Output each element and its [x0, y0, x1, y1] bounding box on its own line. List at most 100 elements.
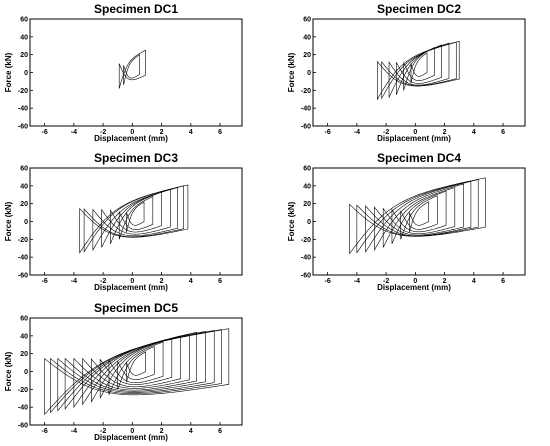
- plot-frame: [29, 18, 243, 127]
- y-axis-label: Force (kN): [4, 351, 13, 391]
- x-tick-label: -6: [42, 278, 48, 285]
- hysteresis-loop-2: [118, 196, 154, 240]
- x-tick-label: -2: [100, 428, 106, 435]
- x-tick-label: -6: [42, 129, 48, 136]
- hysteresis-loop-7: [356, 179, 479, 254]
- hysteresis-loop-2: [400, 195, 438, 240]
- y-tick-label: -60: [301, 273, 311, 280]
- chart-title: Specimen DC1: [94, 2, 178, 16]
- hysteresis-loop-5: [381, 41, 457, 100]
- hysteresis-loop-7: [79, 184, 189, 254]
- y-tick-label: 40: [303, 34, 311, 41]
- chart-title: Specimen DC2: [377, 2, 461, 16]
- x-tick-label: 2: [160, 129, 164, 136]
- y-tick-label: 40: [303, 183, 311, 190]
- x-axis-label: Displacement (mm): [377, 283, 451, 292]
- y-tick-label: 40: [20, 333, 28, 340]
- x-tick-label: 4: [189, 278, 193, 285]
- hysteresis-loop-2: [403, 47, 435, 91]
- y-tick-label: 60: [303, 166, 311, 173]
- x-tick-label: 2: [443, 278, 447, 285]
- y-tick-label: 20: [20, 201, 28, 208]
- y-tick-label: -40: [301, 106, 311, 113]
- x-tick-label: -6: [42, 428, 48, 435]
- y-tick-label: -40: [18, 405, 28, 412]
- y-tick-label: 40: [20, 34, 28, 41]
- x-tick-label: -4: [354, 129, 360, 136]
- x-tick-label: 4: [189, 129, 193, 136]
- y-tick-label: 60: [303, 17, 311, 24]
- x-tick-label: 4: [472, 278, 476, 285]
- x-tick-label: -6: [325, 129, 331, 136]
- y-tick-label: 0: [24, 70, 28, 77]
- x-tick-label: 6: [218, 278, 222, 285]
- x-tick-label: 6: [501, 129, 505, 136]
- hysteresis-loop-11: [44, 328, 230, 416]
- x-tick-label: -6: [325, 278, 331, 285]
- x-tick-label: 4: [472, 129, 476, 136]
- y-tick-label: -60: [18, 273, 28, 280]
- hysteresis-loop-7: [73, 331, 197, 409]
- y-axis-label: Force (kN): [4, 52, 13, 92]
- chart-title: Specimen DC4: [377, 151, 461, 165]
- x-axis-label: Displacement (mm): [94, 134, 168, 143]
- x-tick-label: 6: [501, 278, 505, 285]
- hysteresis-loop-1: [409, 201, 429, 233]
- chart-title: Specimen DC3: [94, 151, 178, 165]
- hysteresis-loop-3: [108, 341, 164, 395]
- y-tick-label: 0: [24, 219, 28, 226]
- y-tick-label: 20: [20, 52, 28, 59]
- x-tick-label: 2: [160, 428, 164, 435]
- y-tick-label: -20: [301, 88, 311, 95]
- hysteresis-loop-1: [123, 54, 140, 86]
- x-axis-label: Displacement (mm): [94, 283, 168, 292]
- hysteresis-loop-8: [349, 177, 486, 255]
- x-tick-label: 0: [413, 129, 417, 136]
- hysteresis-loop-5: [374, 183, 464, 252]
- hysteresis-loop-5: [92, 187, 178, 252]
- y-tick-label: 60: [20, 316, 28, 323]
- plot-frame: [29, 167, 243, 276]
- x-tick-label: -4: [71, 129, 77, 136]
- hysteresis-loop-6: [365, 180, 472, 253]
- y-tick-label: 60: [20, 166, 28, 173]
- hysteresis-loop-3: [396, 44, 442, 95]
- hysteresis-loop-4: [388, 42, 450, 98]
- y-tick-label: -20: [18, 237, 28, 244]
- hysteresis-loop-1: [410, 52, 428, 84]
- x-tick-label: -2: [383, 278, 389, 285]
- y-tick-label: -40: [18, 106, 28, 113]
- y-axis-label: Force (kN): [287, 52, 296, 92]
- hysteresis-loop-3: [391, 190, 447, 244]
- x-tick-label: 0: [413, 278, 417, 285]
- x-tick-label: 4: [189, 428, 193, 435]
- y-tick-label: -20: [18, 88, 28, 95]
- hysteresis-loop-2: [117, 346, 155, 390]
- y-tick-label: -40: [301, 255, 311, 262]
- y-tick-label: 20: [303, 52, 311, 59]
- x-tick-label: 2: [160, 278, 164, 285]
- hysteresis-loop-6: [377, 40, 460, 101]
- y-tick-label: -60: [301, 124, 311, 131]
- plot-frame: [312, 18, 526, 127]
- x-tick-label: 6: [218, 129, 222, 136]
- chart-title: Specimen DC5: [94, 301, 178, 315]
- hysteresis-loop-6: [83, 185, 184, 253]
- x-tick-label: -2: [383, 129, 389, 136]
- plot-frame: [312, 167, 526, 276]
- y-tick-label: 20: [20, 351, 28, 358]
- x-tick-label: 0: [130, 428, 134, 435]
- x-tick-label: 0: [130, 129, 134, 136]
- x-tick-label: 0: [130, 278, 134, 285]
- hysteresis-loop-3: [110, 191, 162, 244]
- y-tick-label: 0: [24, 369, 28, 376]
- x-tick-label: -4: [71, 428, 77, 435]
- y-axis-label: Force (kN): [4, 201, 13, 241]
- x-tick-label: -4: [354, 278, 360, 285]
- y-tick-label: 20: [303, 201, 311, 208]
